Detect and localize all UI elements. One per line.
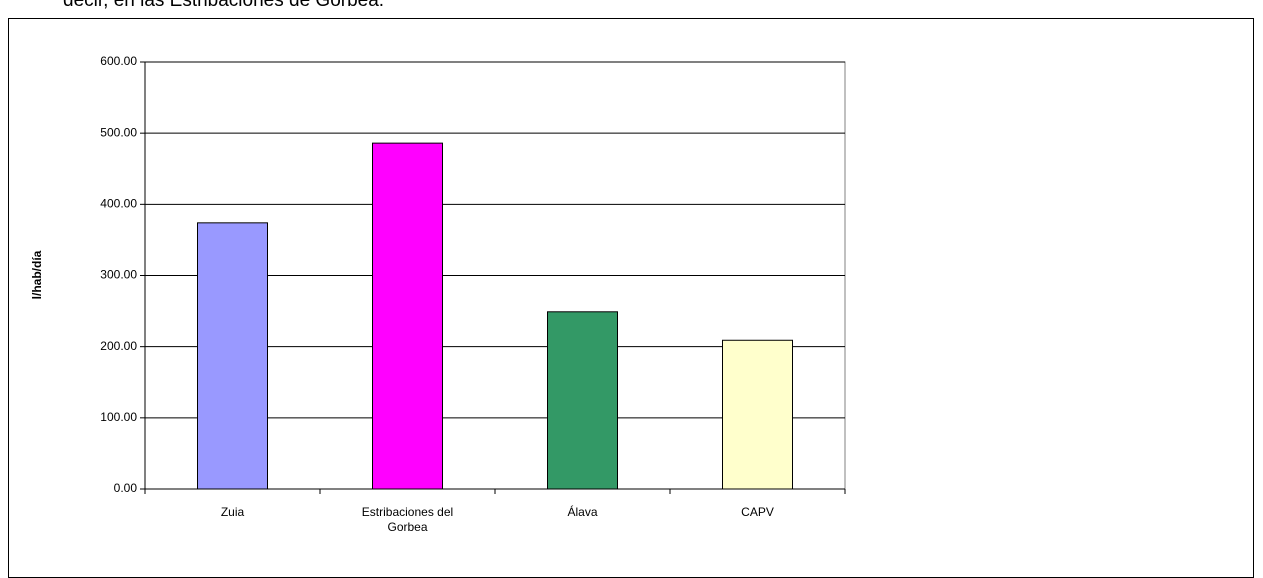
y-axis-label: l/hab/día	[30, 250, 44, 299]
bar	[372, 142, 443, 490]
x-tick-label: Zuia	[220, 505, 245, 519]
bar	[197, 222, 268, 490]
y-tick-label: 100.00	[100, 410, 137, 424]
bar	[722, 339, 793, 490]
y-tick-label: 200.00	[100, 339, 137, 353]
x-tick-label: Estribaciones del Gorbea	[361, 505, 454, 534]
body-text: decir, en las Estribaciones de Gorbea.	[63, 0, 385, 11]
y-tick-label: 300.00	[100, 268, 137, 282]
y-tick-label: 0.00	[114, 481, 138, 495]
bar	[547, 311, 618, 490]
x-tick-label: Álava	[567, 505, 598, 519]
y-tick-label: 500.00	[100, 125, 137, 139]
y-tick-label: 600.00	[100, 54, 137, 68]
y-tick-label: 400.00	[100, 197, 137, 211]
x-tick-label: CAPV	[741, 505, 774, 519]
